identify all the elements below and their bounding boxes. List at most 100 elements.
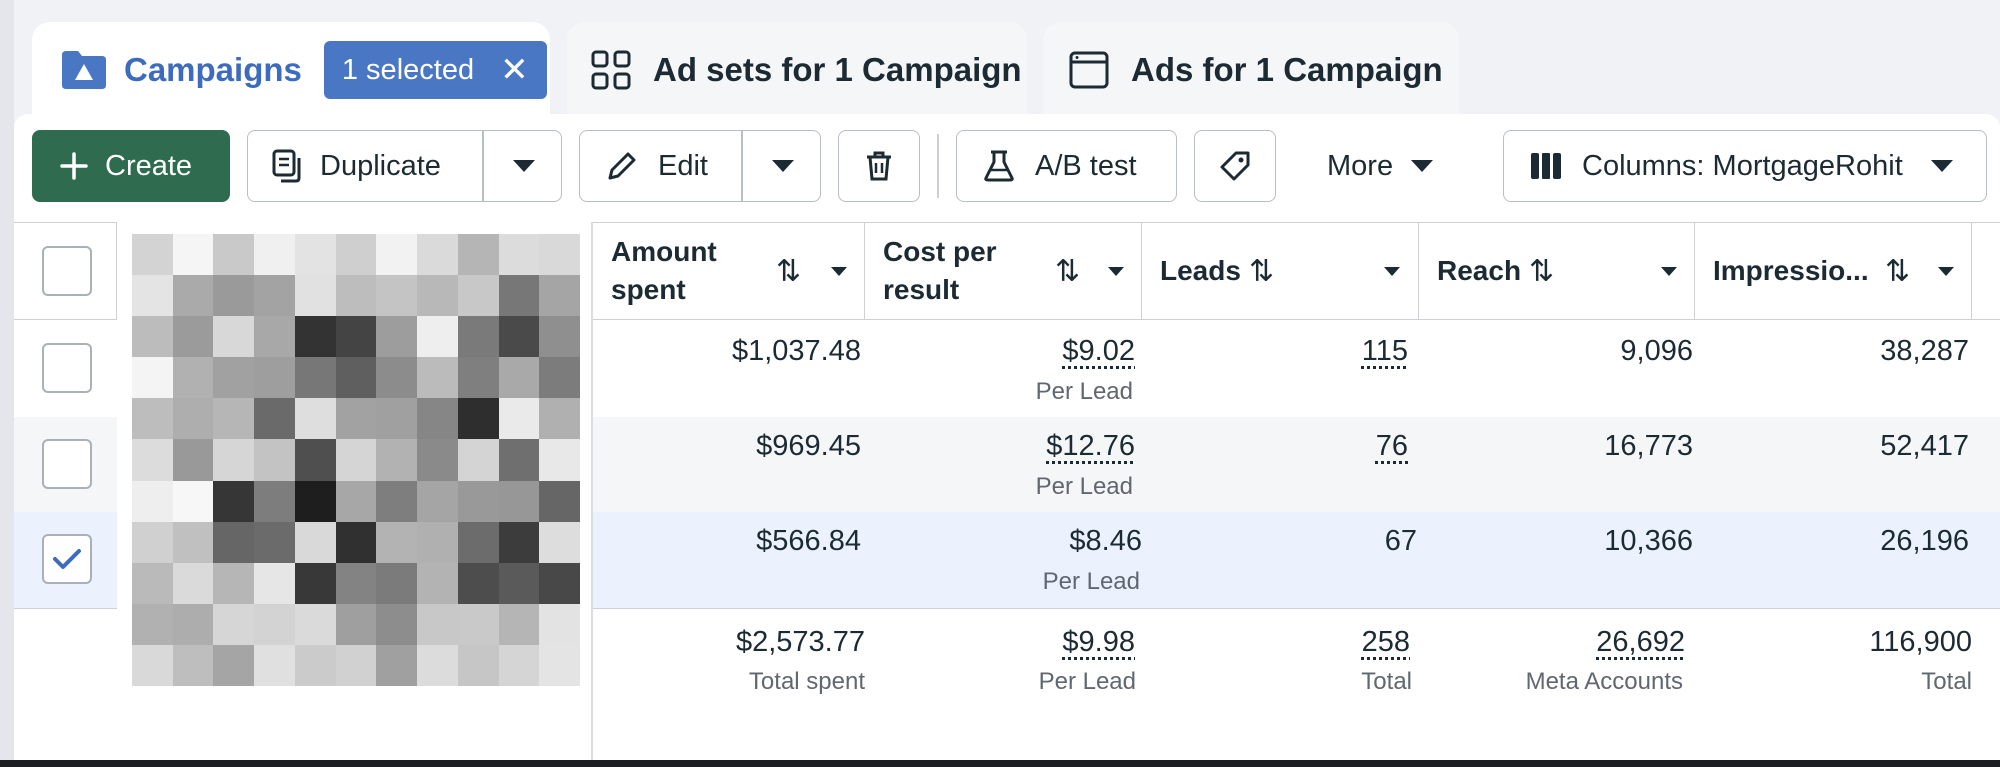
mosaic-tile	[132, 644, 173, 686]
tab-adsets[interactable]: Ad sets for 1 Campaign	[567, 22, 1027, 118]
mosaic-tile	[254, 234, 295, 276]
column-menu-icon[interactable]	[831, 267, 847, 276]
columns-button[interactable]: Columns: MortgageRohit	[1503, 130, 1987, 202]
mosaic-tile	[213, 357, 255, 399]
table-row[interactable]: $1,037.48 $9.02 Per Lead 115 9,096 38,28…	[14, 320, 2000, 417]
tab-campaigns[interactable]: Campaigns 1 selected ✕	[32, 22, 550, 118]
mosaic-tile	[376, 480, 418, 522]
total-leads[interactable]: 258	[1361, 626, 1410, 658]
duplicate-dropdown[interactable]	[484, 131, 563, 201]
row-reach: 16,773	[1604, 430, 1693, 462]
tab-adsets-label: Ad sets for 1 Campaign	[653, 51, 1022, 88]
mosaic-tile	[376, 398, 418, 440]
mosaic-tile	[132, 234, 173, 276]
ab-test-label: A/B test	[1035, 149, 1137, 182]
col-amount-spent[interactable]: Amount spent ⇅	[593, 222, 865, 320]
create-button[interactable]: Create	[32, 130, 230, 202]
row-leads: 67	[1384, 525, 1417, 557]
row-cost-per-result[interactable]: $12.76	[1046, 430, 1135, 462]
mosaic-tile	[132, 439, 173, 481]
chevron-down-icon	[1411, 160, 1434, 172]
mosaic-tile	[498, 521, 540, 563]
row-impressions: 26,196	[1880, 525, 1969, 557]
mosaic-tile	[294, 275, 336, 317]
row-amount: $1,037.48	[731, 335, 861, 367]
mosaic-tile	[417, 603, 458, 645]
duplicate-button[interactable]: Duplicate	[248, 131, 482, 201]
sort-icon[interactable]: ⇅	[1885, 254, 1911, 288]
edit-dropdown[interactable]	[743, 131, 822, 201]
sort-icon[interactable]: ⇅	[1248, 254, 1275, 288]
mosaic-tile	[254, 480, 295, 522]
total-reach-sub: Meta Accounts	[1525, 668, 1683, 695]
mosaic-tile	[457, 644, 499, 686]
mosaic-tile	[335, 234, 377, 276]
tag-button[interactable]	[1194, 130, 1276, 202]
mosaic-tile	[498, 439, 540, 481]
mosaic-tile	[539, 234, 580, 276]
mosaic-tile	[172, 439, 214, 481]
mosaic-tile	[132, 521, 173, 563]
col-cpr-label-1: Cost per	[883, 236, 997, 267]
col-impressions[interactable]: Impressio... ⇅	[1695, 222, 1972, 320]
row-checkbox[interactable]	[42, 534, 92, 584]
mosaic-tile	[213, 480, 255, 522]
mosaic-tile	[498, 480, 540, 522]
window-edge	[0, 0, 14, 760]
col-leads[interactable]: Leads ⇅	[1142, 222, 1419, 320]
mosaic-tile	[539, 603, 580, 645]
mosaic-tile	[335, 439, 377, 481]
row-reach: 10,366	[1604, 525, 1693, 557]
mosaic-tile	[335, 562, 377, 604]
sort-icon[interactable]: ⇅	[1055, 254, 1081, 288]
mosaic-tile	[417, 398, 458, 440]
column-menu-icon[interactable]	[1661, 267, 1677, 276]
mosaic-tile	[417, 562, 458, 604]
columns-label: Columns: MortgageRohit	[1582, 149, 1903, 182]
more-button[interactable]: More	[1310, 130, 1460, 202]
sort-icon[interactable]: ⇅	[776, 254, 802, 288]
mosaic-tile	[457, 562, 499, 604]
edit-button[interactable]: Edit	[580, 131, 741, 201]
pencil-icon	[608, 152, 636, 180]
total-impressions-sub: Total	[1921, 668, 1972, 695]
col-leads-label: Leads	[1160, 255, 1241, 286]
tag-icon	[1220, 151, 1250, 181]
select-all-checkbox[interactable]	[42, 246, 92, 296]
total-cost-per-result[interactable]: $9.98	[1062, 626, 1135, 658]
total-amount-sub: Total spent	[748, 668, 865, 695]
mosaic-tile	[539, 521, 580, 563]
column-menu-icon[interactable]	[1938, 267, 1954, 276]
beaker-icon	[984, 150, 1014, 182]
mosaic-tile	[213, 275, 255, 317]
column-menu-icon[interactable]	[1384, 267, 1400, 276]
mosaic-tile	[294, 521, 336, 563]
mosaic-tile	[457, 521, 499, 563]
mosaic-tile	[457, 316, 499, 358]
mosaic-tile	[172, 357, 214, 399]
col-next-partial	[1972, 222, 2000, 320]
mosaic-tile	[172, 603, 214, 645]
mosaic-tile	[539, 316, 580, 358]
row-cost-per-result[interactable]: $9.02	[1062, 335, 1135, 367]
col-reach[interactable]: Reach ⇅	[1419, 222, 1695, 320]
clear-selection-close-icon[interactable]: ✕	[500, 51, 529, 89]
delete-button[interactable]	[838, 130, 920, 202]
selected-chip: 1 selected ✕	[323, 41, 547, 99]
row-leads[interactable]: 76	[1375, 430, 1408, 462]
tab-ads[interactable]: Ads for 1 Campaign	[1043, 22, 1459, 118]
chevron-down-icon	[771, 160, 794, 172]
total-reach[interactable]: 26,692	[1596, 626, 1685, 658]
mosaic-tile	[132, 480, 173, 522]
mosaic-tile	[335, 316, 377, 358]
ab-test-button[interactable]: A/B test	[956, 130, 1177, 202]
column-menu-icon[interactable]	[1108, 267, 1124, 276]
mosaic-tile	[498, 644, 540, 686]
row-leads[interactable]: 115	[1361, 335, 1408, 367]
sort-icon[interactable]: ⇅	[1529, 254, 1555, 288]
row-checkbox[interactable]	[42, 439, 92, 489]
row-checkbox[interactable]	[42, 343, 92, 393]
checkmark-icon	[53, 549, 81, 569]
col-cost-per-result[interactable]: Cost per result ⇅	[865, 222, 1142, 320]
mosaic-tile	[417, 357, 458, 399]
